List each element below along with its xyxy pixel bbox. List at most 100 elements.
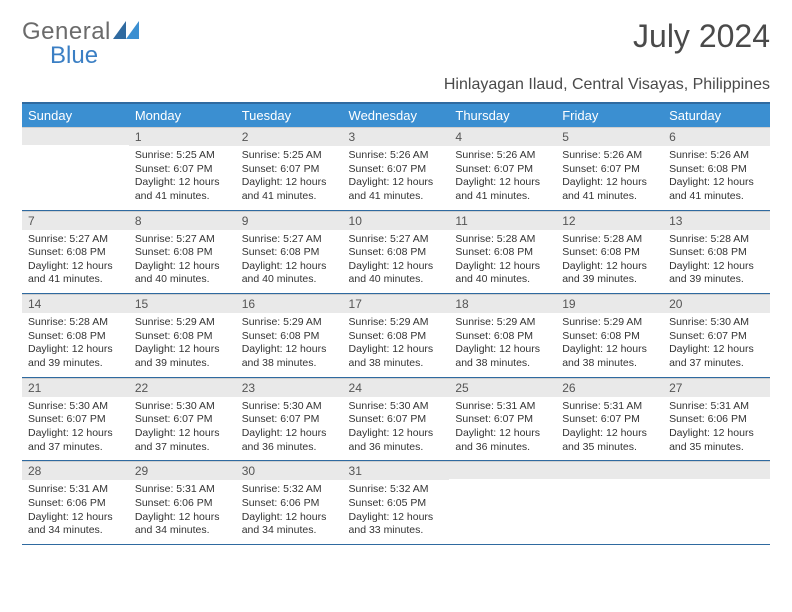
calendar-cell: 1Sunrise: 5:25 AMSunset: 6:07 PMDaylight… — [129, 127, 236, 210]
daylight-text: Daylight: 12 hours and 40 minutes. — [242, 260, 337, 287]
calendar-cell: 16Sunrise: 5:29 AMSunset: 6:08 PMDayligh… — [236, 294, 343, 378]
sunrise-text: Sunrise: 5:26 AM — [669, 149, 764, 163]
calendar-cell: 18Sunrise: 5:29 AMSunset: 6:08 PMDayligh… — [449, 294, 556, 378]
daylight-text: Daylight: 12 hours and 37 minutes. — [669, 343, 764, 370]
sunset-text: Sunset: 6:08 PM — [242, 246, 337, 260]
sunrise-text: Sunrise: 5:26 AM — [349, 149, 444, 163]
sunrise-text: Sunrise: 5:26 AM — [562, 149, 657, 163]
daylight-text: Daylight: 12 hours and 40 minutes. — [455, 260, 550, 287]
calendar-row: 7Sunrise: 5:27 AMSunset: 6:08 PMDaylight… — [22, 210, 770, 294]
calendar-row: 14Sunrise: 5:28 AMSunset: 6:08 PMDayligh… — [22, 294, 770, 378]
sunset-text: Sunset: 6:07 PM — [562, 413, 657, 427]
calendar-row: 28Sunrise: 5:31 AMSunset: 6:06 PMDayligh… — [22, 461, 770, 545]
sunrise-text: Sunrise: 5:30 AM — [28, 400, 123, 414]
day-number: 16 — [236, 294, 343, 313]
sunrise-text: Sunrise: 5:29 AM — [455, 316, 550, 330]
weekday-header: Saturday — [663, 103, 770, 127]
day-number: 12 — [556, 211, 663, 230]
brand-line2: Blue — [50, 42, 141, 70]
calendar-cell: 12Sunrise: 5:28 AMSunset: 6:08 PMDayligh… — [556, 210, 663, 294]
sunrise-text: Sunrise: 5:31 AM — [28, 483, 123, 497]
day-body: Sunrise: 5:30 AMSunset: 6:07 PMDaylight:… — [236, 397, 343, 461]
calendar-cell: 11Sunrise: 5:28 AMSunset: 6:08 PMDayligh… — [449, 210, 556, 294]
day-body: Sunrise: 5:29 AMSunset: 6:08 PMDaylight:… — [449, 313, 556, 377]
day-body — [663, 479, 770, 537]
day-body: Sunrise: 5:27 AMSunset: 6:08 PMDaylight:… — [129, 230, 236, 294]
calendar-cell: 2Sunrise: 5:25 AMSunset: 6:07 PMDaylight… — [236, 127, 343, 210]
daylight-text: Daylight: 12 hours and 41 minutes. — [28, 260, 123, 287]
day-number: 6 — [663, 127, 770, 146]
day-body: Sunrise: 5:29 AMSunset: 6:08 PMDaylight:… — [129, 313, 236, 377]
daylight-text: Daylight: 12 hours and 36 minutes. — [455, 427, 550, 454]
day-body: Sunrise: 5:26 AMSunset: 6:08 PMDaylight:… — [663, 146, 770, 210]
calendar-table: SundayMondayTuesdayWednesdayThursdayFrid… — [22, 102, 770, 545]
day-body: Sunrise: 5:28 AMSunset: 6:08 PMDaylight:… — [663, 230, 770, 294]
day-body: Sunrise: 5:32 AMSunset: 6:05 PMDaylight:… — [343, 480, 450, 544]
month-title: July 2024 — [633, 18, 770, 55]
day-number — [22, 127, 129, 145]
calendar-cell: 6Sunrise: 5:26 AMSunset: 6:08 PMDaylight… — [663, 127, 770, 210]
title-block: July 2024 — [633, 18, 770, 55]
calendar-cell — [556, 461, 663, 545]
day-body — [449, 479, 556, 537]
sunset-text: Sunset: 6:07 PM — [349, 163, 444, 177]
day-body: Sunrise: 5:28 AMSunset: 6:08 PMDaylight:… — [22, 313, 129, 377]
daylight-text: Daylight: 12 hours and 38 minutes. — [349, 343, 444, 370]
day-number — [556, 461, 663, 479]
day-number: 23 — [236, 378, 343, 397]
calendar-cell: 23Sunrise: 5:30 AMSunset: 6:07 PMDayligh… — [236, 377, 343, 461]
calendar-cell: 15Sunrise: 5:29 AMSunset: 6:08 PMDayligh… — [129, 294, 236, 378]
weekday-header: Sunday — [22, 103, 129, 127]
sunrise-text: Sunrise: 5:29 AM — [349, 316, 444, 330]
day-number: 15 — [129, 294, 236, 313]
sunrise-text: Sunrise: 5:30 AM — [349, 400, 444, 414]
sunset-text: Sunset: 6:07 PM — [242, 163, 337, 177]
day-body: Sunrise: 5:26 AMSunset: 6:07 PMDaylight:… — [449, 146, 556, 210]
calendar-cell: 29Sunrise: 5:31 AMSunset: 6:06 PMDayligh… — [129, 461, 236, 545]
calendar-row: 1Sunrise: 5:25 AMSunset: 6:07 PMDaylight… — [22, 127, 770, 210]
day-number: 22 — [129, 378, 236, 397]
day-body: Sunrise: 5:27 AMSunset: 6:08 PMDaylight:… — [343, 230, 450, 294]
day-number: 20 — [663, 294, 770, 313]
sunrise-text: Sunrise: 5:25 AM — [242, 149, 337, 163]
calendar-cell: 31Sunrise: 5:32 AMSunset: 6:05 PMDayligh… — [343, 461, 450, 545]
sunset-text: Sunset: 6:08 PM — [349, 246, 444, 260]
day-number — [449, 461, 556, 479]
sunset-text: Sunset: 6:07 PM — [455, 163, 550, 177]
weekday-header: Monday — [129, 103, 236, 127]
day-body: Sunrise: 5:31 AMSunset: 6:06 PMDaylight:… — [22, 480, 129, 544]
sunset-text: Sunset: 6:08 PM — [242, 330, 337, 344]
daylight-text: Daylight: 12 hours and 40 minutes. — [135, 260, 230, 287]
day-body: Sunrise: 5:28 AMSunset: 6:08 PMDaylight:… — [556, 230, 663, 294]
location: Hinlayagan Ilaud, Central Visayas, Phili… — [22, 76, 770, 94]
daylight-text: Daylight: 12 hours and 41 minutes. — [349, 176, 444, 203]
day-body: Sunrise: 5:29 AMSunset: 6:08 PMDaylight:… — [556, 313, 663, 377]
day-number — [663, 461, 770, 479]
calendar-cell: 10Sunrise: 5:27 AMSunset: 6:08 PMDayligh… — [343, 210, 450, 294]
day-number: 3 — [343, 127, 450, 146]
sunset-text: Sunset: 6:08 PM — [28, 246, 123, 260]
daylight-text: Daylight: 12 hours and 36 minutes. — [349, 427, 444, 454]
day-body: Sunrise: 5:25 AMSunset: 6:07 PMDaylight:… — [129, 146, 236, 210]
calendar-cell: 30Sunrise: 5:32 AMSunset: 6:06 PMDayligh… — [236, 461, 343, 545]
day-number: 7 — [22, 211, 129, 230]
day-number: 21 — [22, 378, 129, 397]
weekday-header: Wednesday — [343, 103, 450, 127]
sunset-text: Sunset: 6:07 PM — [135, 163, 230, 177]
day-number: 14 — [22, 294, 129, 313]
day-body — [556, 479, 663, 537]
daylight-text: Daylight: 12 hours and 37 minutes. — [135, 427, 230, 454]
sunrise-text: Sunrise: 5:31 AM — [455, 400, 550, 414]
sunrise-text: Sunrise: 5:26 AM — [455, 149, 550, 163]
daylight-text: Daylight: 12 hours and 34 minutes. — [242, 511, 337, 538]
day-body: Sunrise: 5:29 AMSunset: 6:08 PMDaylight:… — [236, 313, 343, 377]
sunset-text: Sunset: 6:08 PM — [455, 246, 550, 260]
daylight-text: Daylight: 12 hours and 41 minutes. — [135, 176, 230, 203]
sunrise-text: Sunrise: 5:28 AM — [28, 316, 123, 330]
calendar-cell: 17Sunrise: 5:29 AMSunset: 6:08 PMDayligh… — [343, 294, 450, 378]
sunset-text: Sunset: 6:08 PM — [455, 330, 550, 344]
calendar-cell: 22Sunrise: 5:30 AMSunset: 6:07 PMDayligh… — [129, 377, 236, 461]
calendar-cell: 26Sunrise: 5:31 AMSunset: 6:07 PMDayligh… — [556, 377, 663, 461]
sunset-text: Sunset: 6:08 PM — [28, 330, 123, 344]
calendar-cell: 20Sunrise: 5:30 AMSunset: 6:07 PMDayligh… — [663, 294, 770, 378]
